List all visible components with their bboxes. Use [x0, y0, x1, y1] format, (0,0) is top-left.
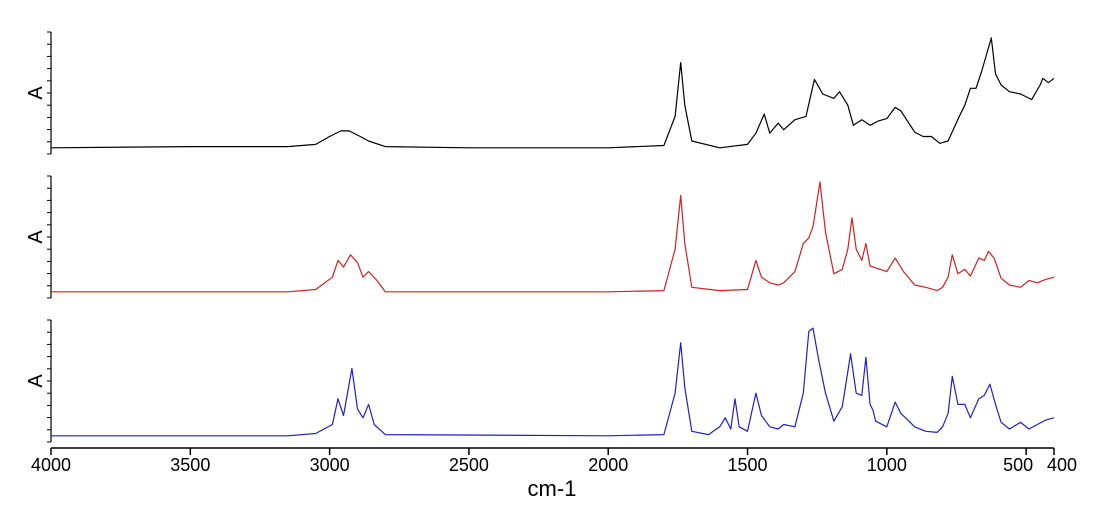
- x-tick-label-2500: 2500: [449, 455, 489, 475]
- x-tick-label-2000: 2000: [588, 455, 628, 475]
- panel-3-y-label: A: [25, 374, 47, 388]
- spectrum-panel-3: A: [25, 319, 1055, 443]
- spectrum-line-1: [50, 37, 1055, 149]
- x-axis-title: cm-1: [528, 476, 577, 501]
- x-tick-label-3500: 3500: [170, 455, 210, 475]
- x-tick-label-3000: 3000: [310, 455, 350, 475]
- x-tick-label-1000: 1000: [867, 455, 907, 475]
- x-tick-label-500: 500: [1003, 455, 1033, 475]
- spectrum-panel-1: A: [25, 31, 1055, 155]
- panel-2-y-label: A: [25, 230, 47, 244]
- spectrum-panel-2: A: [25, 175, 1055, 299]
- panels-group: A A A: [25, 31, 1055, 443]
- x-tick-label-400: 400: [1047, 455, 1077, 475]
- spectrum-line-3: [51, 327, 1055, 437]
- spectrum-line-2: [51, 181, 1055, 293]
- panel-1-y-label: A: [25, 86, 47, 100]
- x-tick-label-1500: 1500: [728, 455, 768, 475]
- x-axis-ticks: 4000 3500 3000 2500 2000 1500 1000 500 400: [31, 448, 1077, 475]
- x-tick-label-4000: 4000: [31, 455, 71, 475]
